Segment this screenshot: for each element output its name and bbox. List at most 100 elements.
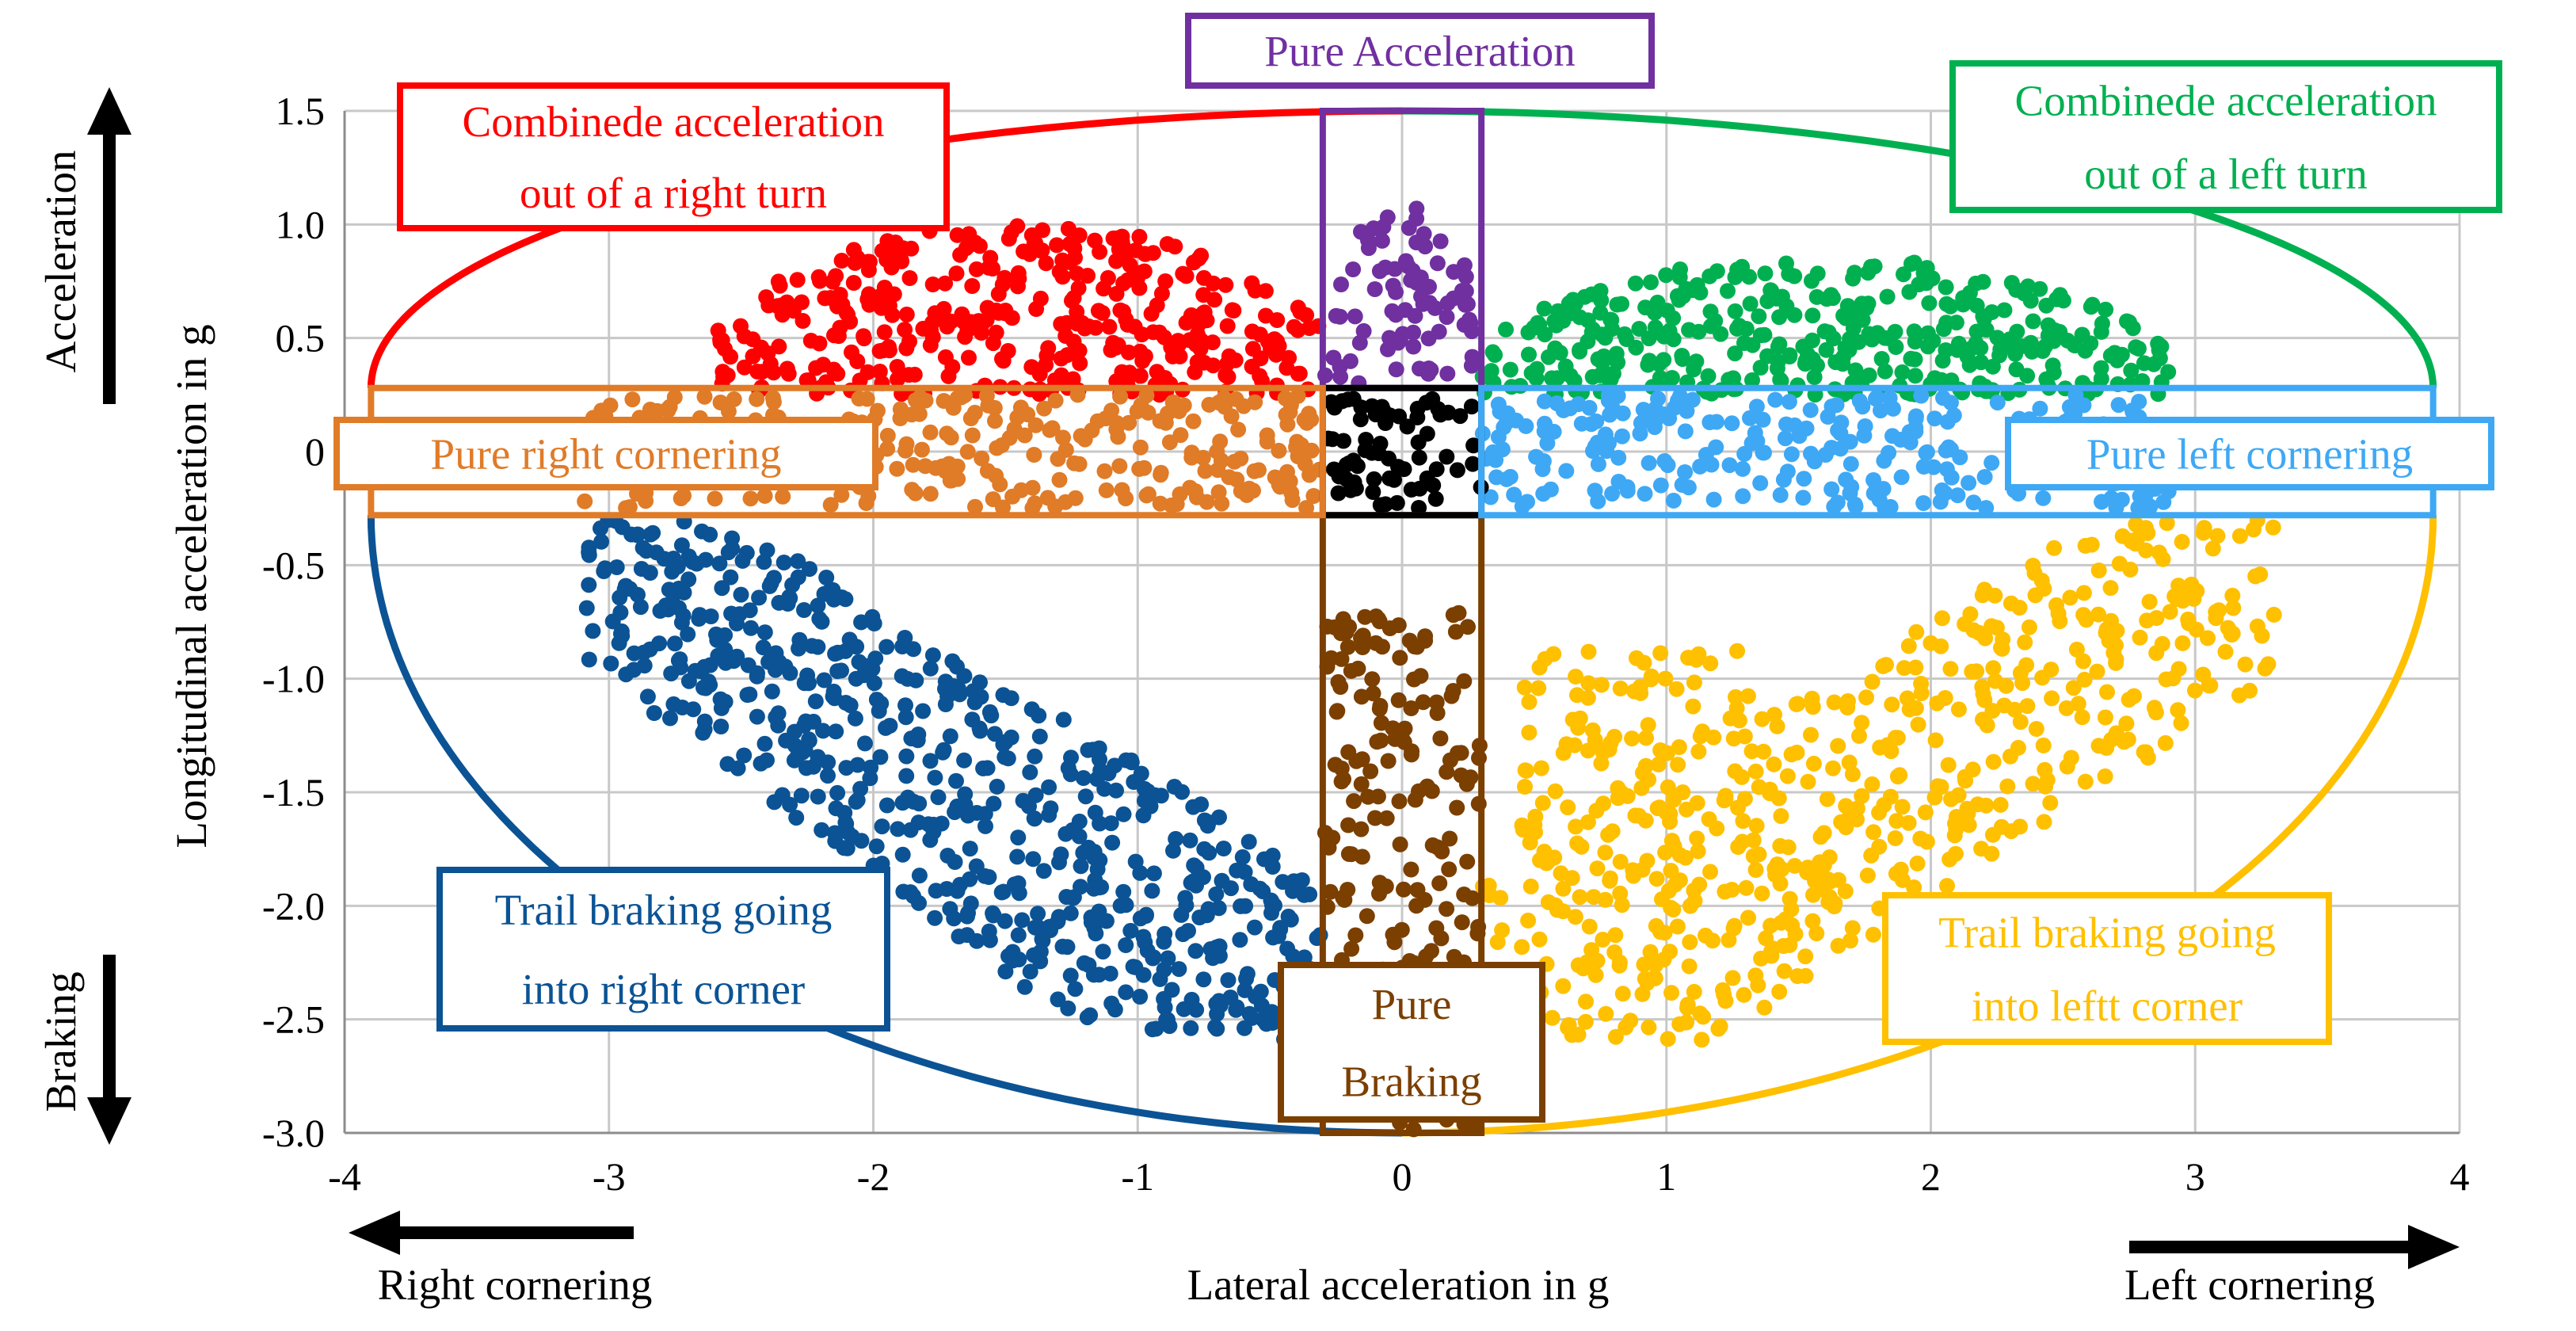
data-point xyxy=(1869,325,1886,341)
data-point xyxy=(2187,682,2203,699)
data-point xyxy=(2037,761,2053,778)
data-point xyxy=(1027,810,1043,827)
data-point xyxy=(1899,690,1915,707)
data-point xyxy=(1131,228,1148,245)
data-point xyxy=(1454,914,1470,931)
data-point xyxy=(1447,624,1464,640)
data-point xyxy=(1721,457,1738,474)
data-point xyxy=(1104,834,1121,851)
data-point xyxy=(1992,341,2009,357)
data-point xyxy=(1823,481,1840,498)
data-point xyxy=(1226,453,1243,470)
data-point xyxy=(964,427,981,444)
data-point xyxy=(1328,704,1345,720)
data-point xyxy=(1797,967,1814,984)
data-point xyxy=(1403,272,1419,288)
data-point xyxy=(585,623,601,639)
data-point xyxy=(1412,480,1428,497)
data-point xyxy=(2089,663,2105,680)
data-point xyxy=(1598,1005,1614,1022)
data-point xyxy=(1055,711,1072,728)
data-point xyxy=(634,540,651,556)
data-point xyxy=(771,594,787,611)
data-point xyxy=(922,337,939,353)
data-point xyxy=(1439,901,1455,917)
data-point xyxy=(1360,240,1377,257)
data-point xyxy=(1410,434,1427,451)
data-point xyxy=(713,719,730,734)
data-point xyxy=(1612,853,1629,870)
data-point xyxy=(1187,943,1204,959)
data-point xyxy=(930,789,947,806)
data-point xyxy=(939,848,956,864)
data-point xyxy=(1948,809,1964,825)
x-axis-title: Lateral acceleration in g xyxy=(1187,1260,1610,1309)
data-point xyxy=(1660,1031,1676,1047)
data-point xyxy=(1280,908,1297,925)
data-point xyxy=(766,794,783,810)
data-point xyxy=(897,709,914,726)
data-point xyxy=(2044,357,2061,374)
data-point xyxy=(1701,414,1718,430)
y-tick-label: 1.0 xyxy=(276,202,326,246)
data-point xyxy=(1279,940,1296,957)
data-point xyxy=(1648,871,1665,887)
data-point xyxy=(1825,760,1841,776)
data-point xyxy=(1670,392,1686,409)
data-point xyxy=(1933,779,1949,795)
data-point xyxy=(1172,486,1188,502)
data-point xyxy=(1534,461,1551,478)
data-point xyxy=(2077,773,2094,790)
data-point xyxy=(897,442,914,459)
data-point xyxy=(1797,948,1814,965)
data-point xyxy=(1849,811,1865,828)
data-point xyxy=(1800,773,1816,790)
region-label-top-center: Pure Acceleration xyxy=(1185,13,1655,89)
data-point xyxy=(827,825,843,841)
data-point xyxy=(1943,395,1959,411)
data-point xyxy=(1297,456,1313,472)
data-point xyxy=(1743,743,1760,760)
data-point xyxy=(1372,697,1389,714)
data-point xyxy=(1709,820,1725,837)
data-point xyxy=(1656,453,1673,469)
data-point xyxy=(1763,943,1779,959)
data-point xyxy=(1397,253,1414,269)
data-point xyxy=(1336,771,1351,788)
data-point xyxy=(1911,276,1927,292)
data-point xyxy=(1547,340,1564,357)
data-point xyxy=(2146,700,2163,716)
data-point xyxy=(995,353,1012,369)
data-point xyxy=(1985,660,2002,677)
data-point xyxy=(1698,447,1714,463)
region-labels: Combinede acceleration out of a right tur… xyxy=(333,13,2502,1123)
data-point xyxy=(612,604,629,621)
data-point xyxy=(1555,978,1572,994)
acceleration-label: Acceleration xyxy=(36,151,85,373)
data-point xyxy=(2202,677,2219,694)
data-point xyxy=(1119,316,1136,333)
data-point xyxy=(911,868,928,884)
region-label-text: Trail braking going xyxy=(1938,908,2276,956)
data-point xyxy=(1357,442,1374,459)
data-point xyxy=(1108,782,1124,799)
data-point xyxy=(2141,593,2158,610)
data-point xyxy=(1000,231,1017,247)
data-point xyxy=(1587,482,1603,499)
data-point xyxy=(1730,839,1747,855)
data-point xyxy=(1669,918,1686,935)
data-point xyxy=(1884,696,1900,713)
data-point xyxy=(1330,673,1347,690)
data-point xyxy=(1637,486,1653,502)
data-point xyxy=(1806,453,1823,470)
data-point xyxy=(1581,918,1598,935)
data-point xyxy=(1812,854,1828,871)
data-point xyxy=(1492,890,1509,906)
right-cornering-arrow-head xyxy=(349,1211,400,1255)
data-point xyxy=(1384,303,1400,319)
data-point xyxy=(948,265,965,282)
data-point xyxy=(2002,595,2019,612)
data-point xyxy=(1686,674,1702,691)
data-point xyxy=(1710,1020,1727,1037)
data-point xyxy=(889,460,905,477)
